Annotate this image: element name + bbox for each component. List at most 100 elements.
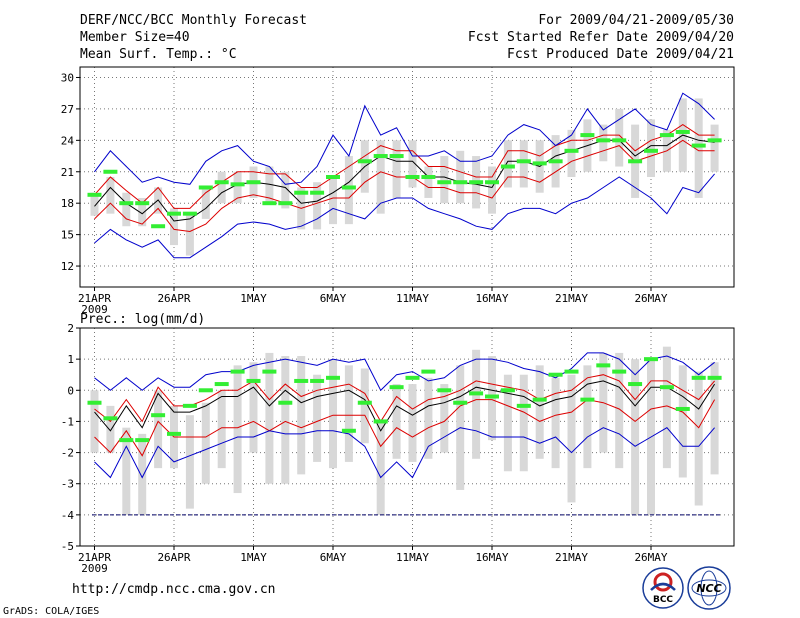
prec-observed-marker — [103, 416, 118, 421]
temp-observed-marker — [453, 180, 468, 185]
ncc-logo: NCC — [687, 566, 731, 610]
prec-observed-marker — [167, 431, 181, 436]
prec-observed-marker — [516, 403, 531, 408]
prec-x-tick-label: 6MAY — [320, 551, 347, 564]
temp-series-max — [94, 173, 715, 259]
temp-y-tick-label: 30 — [61, 71, 74, 84]
temp-observed-marker — [326, 175, 340, 179]
prec-range-box — [631, 359, 640, 515]
prec-observed-marker — [135, 438, 150, 443]
source-url[interactable]: http://cmdp.ncc.cma.gov.cn — [72, 582, 276, 597]
temp-range-box — [170, 208, 178, 246]
prec-observed-marker — [659, 385, 674, 390]
prec-observed-marker — [389, 385, 404, 390]
prec-range-box — [376, 421, 385, 515]
prec-y-tick-label: 1 — [67, 353, 74, 366]
temp-range-box — [519, 140, 528, 188]
temp-plot-frame — [79, 66, 735, 288]
temp-range-box — [694, 98, 703, 198]
prec-observed-marker — [675, 406, 690, 411]
prec-range-box — [710, 362, 719, 475]
temp-y-tick-label: 21 — [61, 166, 74, 179]
prec-x-tick-label: 21MAY — [555, 551, 588, 564]
prec-range-box — [90, 390, 99, 453]
temp-range-box — [265, 166, 274, 204]
temp-x-tick-label: 16MAY — [475, 292, 508, 305]
prec-observed-marker — [278, 400, 293, 405]
prec-range-box — [138, 433, 147, 515]
grads-credit: GrADS: COLA/IGES — [3, 606, 99, 617]
prec-observed-marker — [612, 369, 627, 374]
temp-range-box — [201, 187, 210, 219]
temp-observed-marker — [310, 190, 325, 195]
temp-observed-marker — [151, 224, 166, 229]
prec-y-tick-label: -4 — [61, 509, 75, 522]
prec-observed-marker — [644, 357, 658, 362]
prec-observed-marker — [341, 428, 356, 433]
temp-observed-marker — [437, 180, 452, 185]
temp-observed-marker — [516, 159, 531, 164]
temp-range-box — [408, 140, 417, 188]
temp-x-tick-label: 6MAY — [320, 292, 347, 305]
prec-x-tick-label: 1MAY — [240, 551, 267, 564]
temp-range-box — [615, 108, 624, 167]
temp-observed-marker — [532, 161, 547, 166]
prec-observed-marker — [707, 375, 722, 380]
prec-x-tick-label: 11MAY — [396, 551, 429, 564]
chart-title: DERF/NCC/BCC Monthly Forecast — [80, 13, 307, 28]
precipitation-panel: -5 -4 -3 -2 -1 0 1 2 21APR 26APR 1MAY 6MAY 11MAY 16MA… — [61, 322, 735, 575]
temp-range-box — [185, 213, 194, 256]
prec-range-box — [106, 405, 115, 453]
prec-range-box — [344, 365, 353, 462]
temp-observed-marker — [659, 133, 674, 138]
variable-label: Mean Surf. Temp.: °C — [80, 47, 237, 62]
temp-x-tick-label: 21APR — [78, 292, 111, 305]
prec-range-box — [583, 365, 592, 469]
prec-range-box — [519, 374, 528, 472]
prec-range-box — [503, 374, 512, 472]
bcc-logo: BCC — [642, 567, 684, 609]
prec-observed-marker — [214, 382, 229, 387]
temp-observed-marker — [389, 154, 404, 159]
prec-range-box — [551, 377, 560, 469]
prec-range-box — [281, 356, 290, 484]
temp-observed-marker — [198, 185, 213, 190]
prec-y-tick-label: 2 — [67, 322, 74, 335]
prec-range-box — [265, 352, 274, 484]
temp-range-box — [424, 166, 433, 198]
temp-observed-marker — [596, 138, 611, 143]
prec-series-p25 — [94, 399, 716, 457]
prec-observed-marker — [453, 400, 468, 405]
prec-observed-marker — [548, 372, 563, 377]
temp-x-tick-label: 26APR — [157, 292, 190, 305]
prec-observed-marker — [119, 438, 134, 443]
temp-range-box — [456, 150, 465, 204]
prec-observed-marker — [87, 400, 102, 405]
forecast-produced-date: Fcst Produced Date 2009/04/21 — [507, 47, 734, 62]
temp-observed-marker — [644, 148, 658, 153]
prec-y-tick-label: -2 — [61, 447, 74, 460]
precip-panel-title: Prec.: log(mm/d) — [80, 312, 205, 327]
temp-range-box — [392, 140, 401, 198]
prec-x-tick-label: 21APR — [78, 551, 111, 564]
temp-observed-marker — [87, 192, 102, 197]
temp-range-box — [647, 119, 655, 177]
temp-y-tick-label: 24 — [61, 134, 75, 147]
prec-range-box — [329, 359, 337, 469]
temp-series-p25 — [94, 124, 715, 209]
temp-range-box — [217, 171, 226, 204]
temp-range-box — [503, 140, 512, 188]
prec-range-box — [185, 415, 194, 509]
prec-range-box — [535, 365, 544, 459]
temp-observed-marker — [580, 133, 595, 138]
prec-observed-marker — [357, 400, 372, 405]
prec-observed-marker — [500, 388, 515, 393]
prec-range-box — [360, 368, 369, 444]
temp-range-box — [440, 156, 449, 204]
temp-range-box — [567, 129, 576, 177]
temp-observed-marker — [294, 190, 309, 195]
prec-range-box — [233, 365, 242, 494]
temp-x-tick-label: 11MAY — [396, 292, 429, 305]
temp-range-box — [233, 171, 242, 204]
temp-observed-marker — [341, 185, 356, 190]
